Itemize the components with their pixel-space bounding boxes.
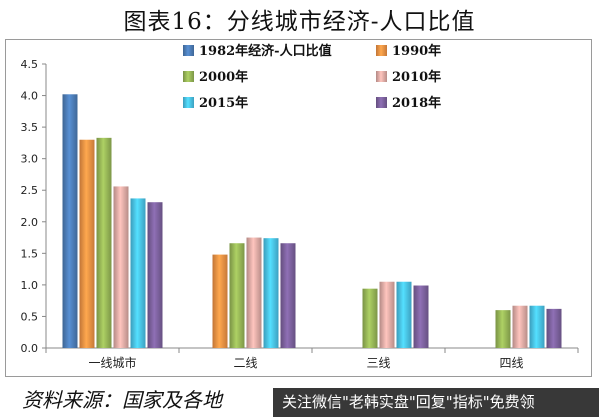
y-tick-label: 0.5	[21, 310, 39, 323]
legend-swatch	[183, 45, 194, 56]
y-tick-label: 1.5	[21, 247, 39, 260]
legend-label: 1990年	[392, 43, 441, 59]
source-note: 资料来源：国家及各地	[22, 388, 222, 412]
bar	[413, 285, 429, 348]
x-tick-label: 四线	[499, 356, 523, 370]
y-tick-label: 4.5	[21, 58, 39, 71]
legend-label: 2000年	[199, 69, 248, 85]
bar	[362, 288, 378, 348]
bar	[229, 243, 245, 348]
watermark-banner: 关注微信"老韩实盘"回复"指标"免费领	[273, 388, 599, 417]
legend-swatch	[376, 71, 387, 82]
legend-label: 2018年	[392, 95, 441, 111]
legend-label: 1982年经济-人口比值	[199, 43, 332, 59]
legend-swatch	[376, 45, 387, 56]
bar	[512, 305, 528, 348]
bar	[263, 238, 279, 348]
legend-label: 2010年	[392, 69, 441, 85]
bar	[147, 202, 163, 348]
y-tick-label: 3.5	[21, 121, 39, 134]
x-tick-label: 一线城市	[88, 355, 136, 370]
y-tick-label: 3.0	[21, 153, 39, 166]
bar	[396, 281, 412, 348]
bar	[529, 305, 545, 348]
bar	[96, 137, 112, 348]
bar	[495, 310, 511, 348]
legend-swatch	[376, 97, 387, 108]
bar	[130, 198, 146, 348]
legend-swatch	[183, 97, 194, 108]
x-tick-label: 二线	[233, 356, 257, 370]
bar	[280, 243, 296, 348]
y-tick-label: 1.0	[21, 279, 39, 292]
bar	[212, 254, 228, 348]
y-tick-label: 2.5	[21, 184, 39, 197]
bar	[79, 139, 95, 348]
y-tick-label: 2.0	[21, 216, 39, 229]
x-tick-label: 三线	[366, 356, 390, 370]
bar	[62, 94, 78, 348]
chart-frame	[5, 39, 592, 377]
legend-label: 2015年	[199, 95, 248, 111]
chart-title: 图表16：分线城市经济-人口比值	[123, 9, 476, 35]
bar	[546, 308, 562, 348]
y-tick-label: 4.0	[21, 90, 39, 103]
bar	[379, 281, 395, 348]
bar	[113, 186, 129, 348]
bar	[246, 237, 262, 348]
legend-swatch	[183, 71, 194, 82]
y-tick-label: 0.0	[21, 342, 39, 355]
